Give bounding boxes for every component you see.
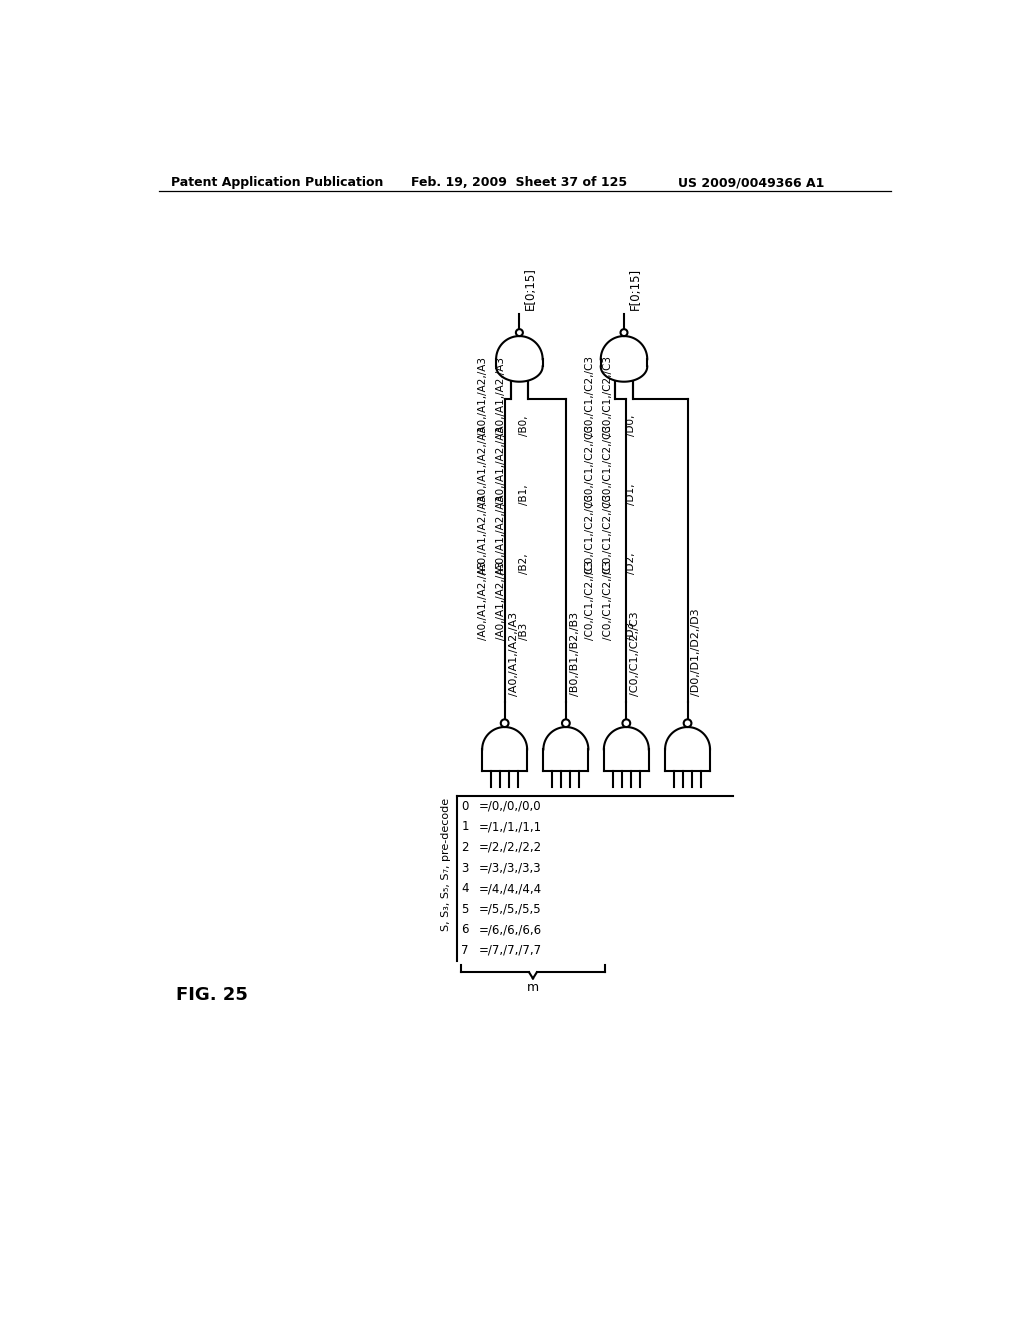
Text: =/5,/5,/5,5: =/5,/5,/5,5 [479, 903, 542, 916]
Circle shape [623, 719, 630, 727]
Text: /A0,/A1,/A2,/A3: /A0,/A1,/A2,/A3 [509, 612, 518, 696]
Circle shape [684, 719, 691, 727]
Text: =/4,/4,/4,4: =/4,/4,/4,4 [479, 882, 542, 895]
Circle shape [621, 329, 628, 337]
Text: /A0,/A1,/A2,/A3: /A0,/A1,/A2,/A3 [496, 426, 506, 506]
Circle shape [562, 719, 569, 727]
Text: 4: 4 [461, 882, 469, 895]
Text: S, S₃, S₅, S₇, pre-decode: S, S₃, S₅, S₇, pre-decode [441, 797, 452, 931]
Text: Patent Application Publication: Patent Application Publication [171, 176, 383, 189]
Circle shape [516, 329, 523, 337]
Text: /B0,/B1,/B2,/B3: /B0,/B1,/B2,/B3 [569, 612, 580, 696]
Text: =/3,/3,/3,3: =/3,/3,/3,3 [479, 862, 542, 875]
Text: F[0;15]: F[0;15] [629, 268, 642, 310]
Text: 6: 6 [461, 924, 469, 936]
Text: /B2,: /B2, [519, 553, 529, 574]
Text: 1: 1 [461, 820, 469, 833]
Text: 0: 0 [461, 800, 469, 813]
Text: Feb. 19, 2009  Sheet 37 of 125: Feb. 19, 2009 Sheet 37 of 125 [411, 176, 627, 189]
Text: /B0,: /B0, [519, 414, 529, 436]
Text: /C0,/C1,/C2,/C3: /C0,/C1,/C2,/C3 [630, 611, 640, 696]
Text: /A0,/A1,/A2,/A3: /A0,/A1,/A2,/A3 [496, 561, 506, 640]
Text: /A0,/A1,/A2,/A3: /A0,/A1,/A2,/A3 [478, 561, 488, 640]
Text: /C0,/C1,/C2,/C3: /C0,/C1,/C2,/C3 [586, 494, 595, 574]
Text: /D2,: /D2, [627, 553, 636, 574]
Text: FIG. 25: FIG. 25 [176, 986, 248, 1005]
Text: /C0,/C1,/C2,/C3: /C0,/C1,/C2,/C3 [603, 494, 613, 574]
Text: /D3: /D3 [627, 622, 636, 640]
Text: 5: 5 [461, 903, 469, 916]
Text: /C0,/C1,/C2,/C3: /C0,/C1,/C2,/C3 [586, 355, 595, 436]
Text: /B3: /B3 [519, 623, 529, 640]
Text: /D0,: /D0, [627, 414, 636, 436]
Circle shape [501, 719, 509, 727]
Text: /D0,/D1,/D2,/D3: /D0,/D1,/D2,/D3 [691, 609, 701, 696]
Text: E[0;15]: E[0;15] [524, 267, 537, 310]
Text: /C0,/C1,/C2,/C3: /C0,/C1,/C2,/C3 [586, 560, 595, 640]
Text: /A0,/A1,/A2,/A3: /A0,/A1,/A2,/A3 [496, 495, 506, 574]
Text: US 2009/0049366 A1: US 2009/0049366 A1 [678, 176, 824, 189]
Text: =/0,/0,/0,0: =/0,/0,/0,0 [479, 800, 542, 813]
Text: =/1,/1,/1,1: =/1,/1,/1,1 [479, 820, 542, 833]
Text: 2: 2 [461, 841, 469, 854]
Text: /C0,/C1,/C2,/C3: /C0,/C1,/C2,/C3 [603, 355, 613, 436]
Text: /D1,: /D1, [627, 483, 636, 506]
Text: /A0,/A1,/A2,/A3: /A0,/A1,/A2,/A3 [478, 356, 488, 436]
Text: /A0,/A1,/A2,/A3: /A0,/A1,/A2,/A3 [478, 426, 488, 506]
Text: =/6,/6,/6,6: =/6,/6,/6,6 [479, 924, 542, 936]
Text: /C0,/C1,/C2,/C3: /C0,/C1,/C2,/C3 [603, 560, 613, 640]
Text: /C0,/C1,/C2,/C3: /C0,/C1,/C2,/C3 [586, 425, 595, 506]
Text: 3: 3 [461, 862, 469, 875]
Text: m: m [527, 981, 539, 994]
Text: =/2,/2,/2,2: =/2,/2,/2,2 [479, 841, 542, 854]
Text: /B1,: /B1, [519, 484, 529, 506]
Text: =/7,/7,/7,7: =/7,/7,/7,7 [479, 944, 542, 957]
Text: /A0,/A1,/A2,/A3: /A0,/A1,/A2,/A3 [478, 495, 488, 574]
Text: /C0,/C1,/C2,/C3: /C0,/C1,/C2,/C3 [603, 425, 613, 506]
Text: /A0,/A1,/A2,/A3: /A0,/A1,/A2,/A3 [496, 356, 506, 436]
Text: 7: 7 [461, 944, 469, 957]
